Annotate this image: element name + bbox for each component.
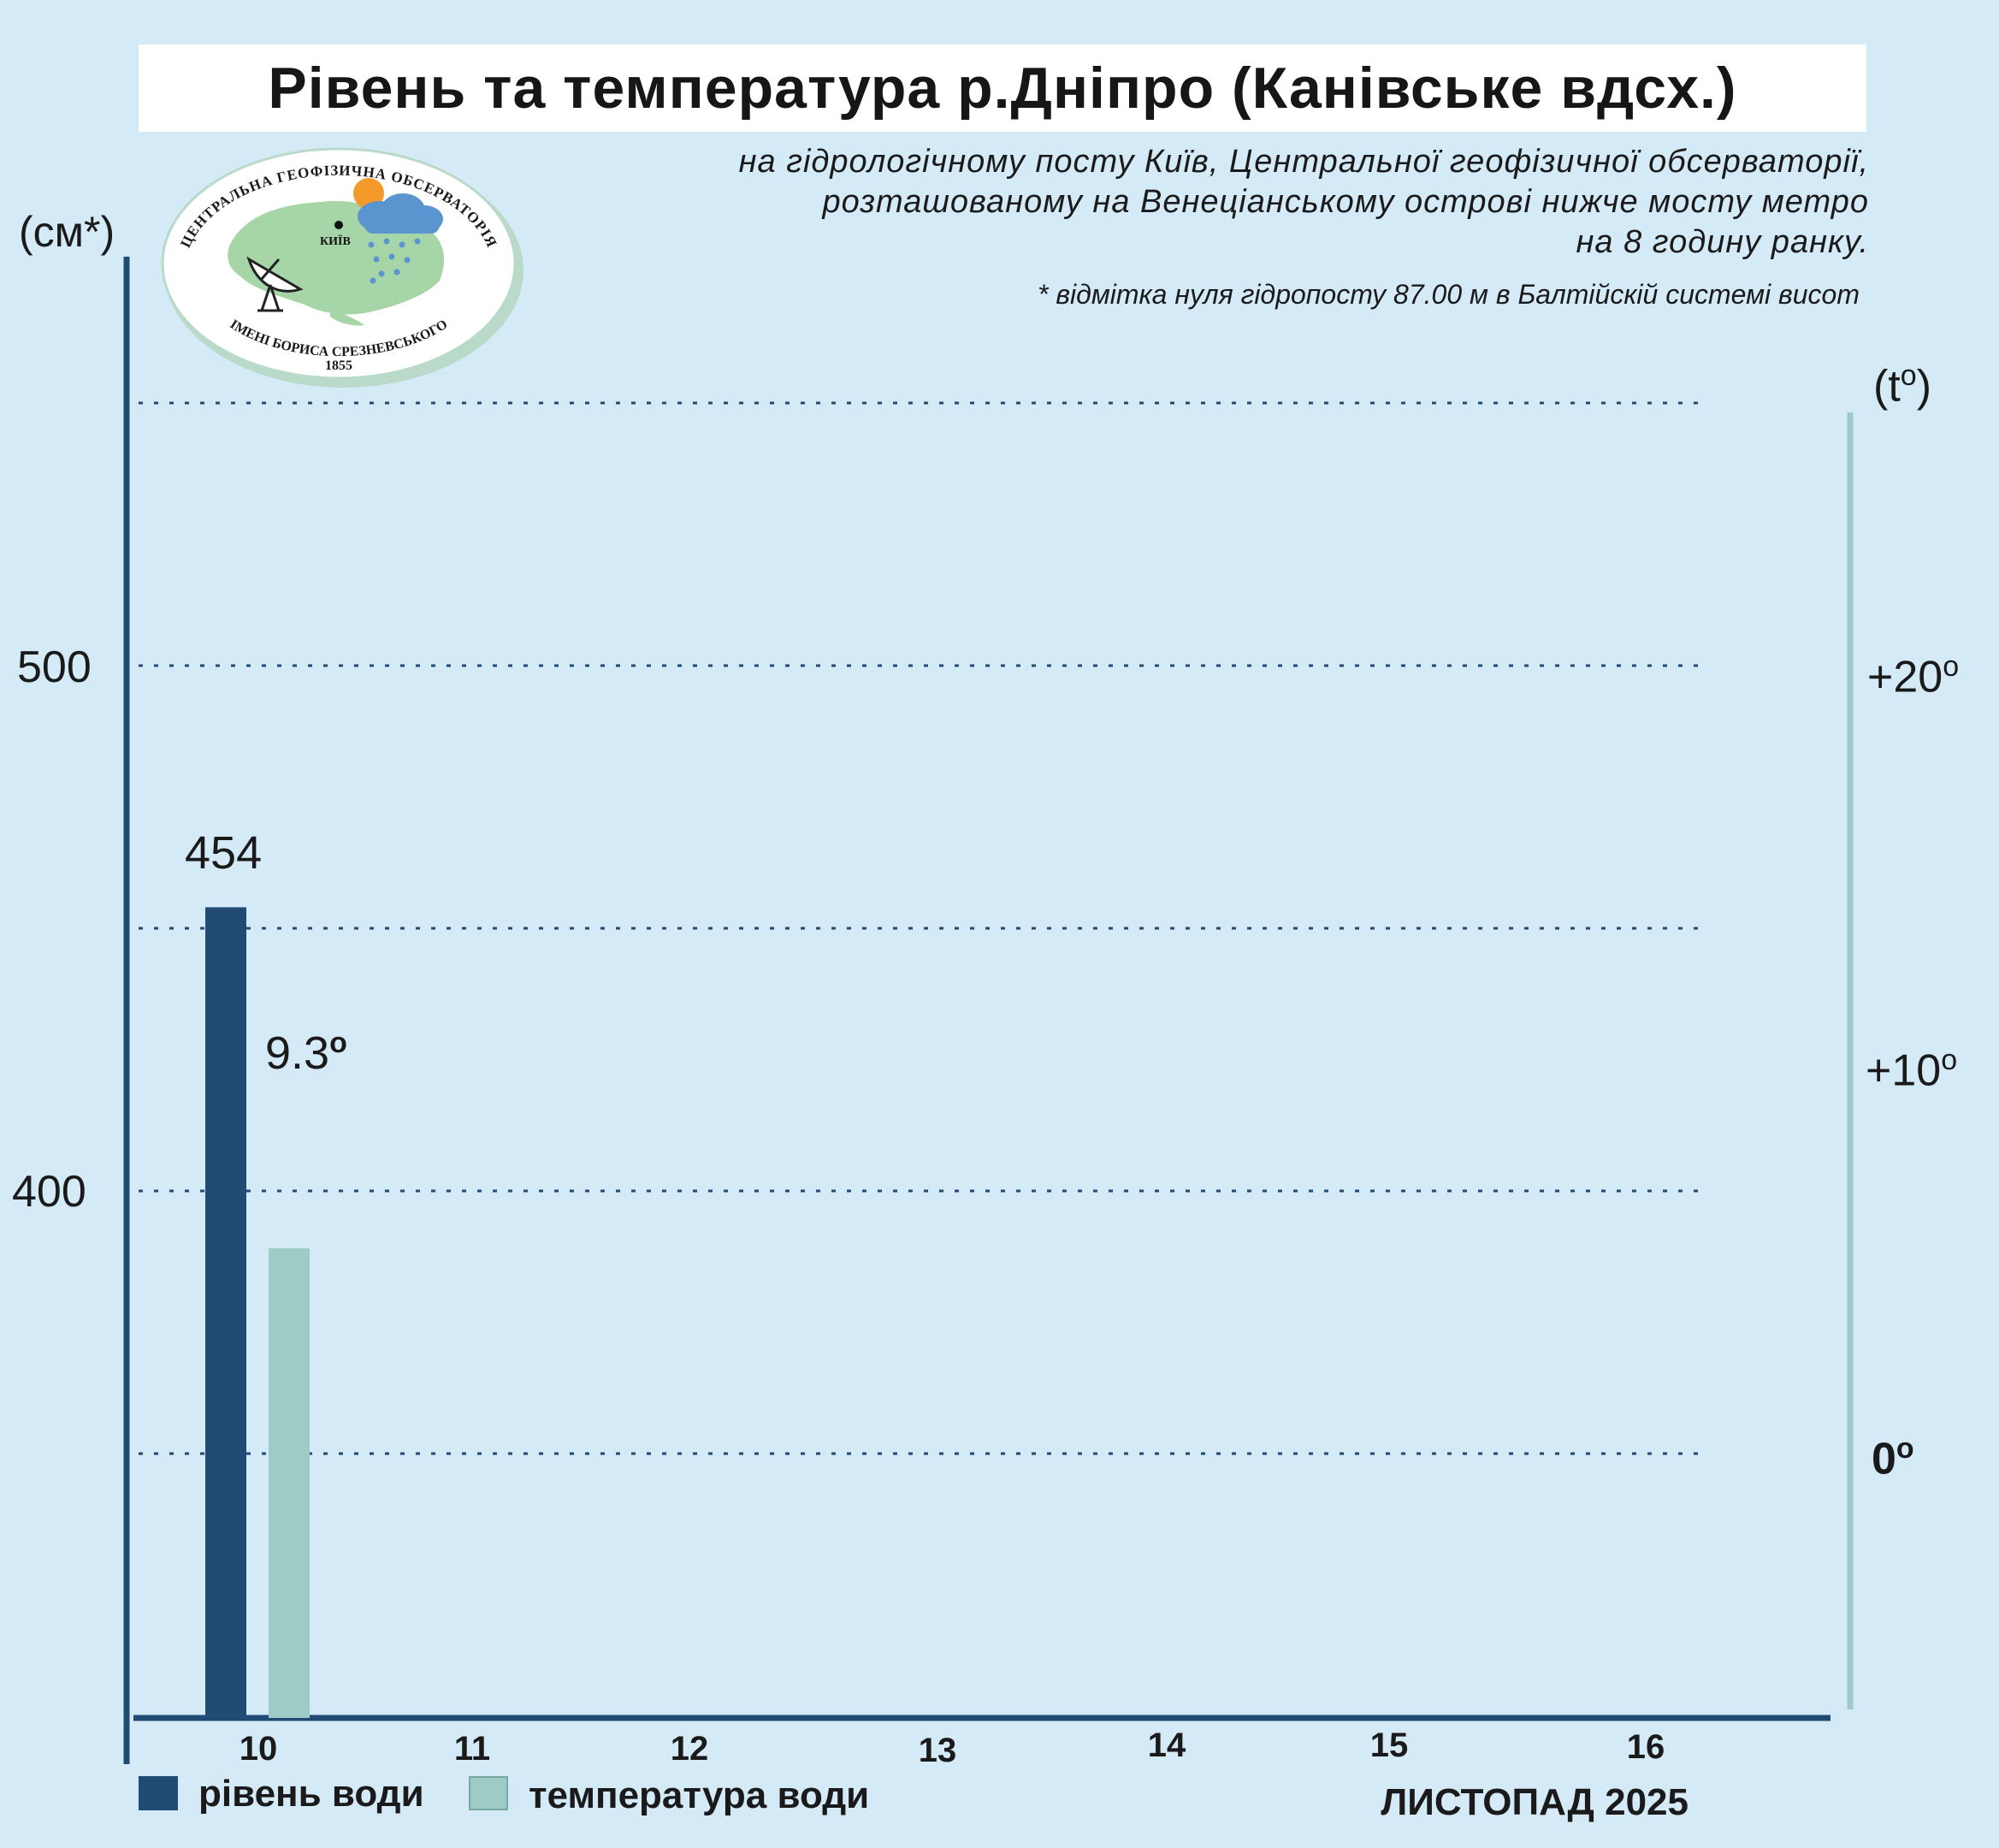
legend-label-temp: температура води [529, 1774, 870, 1816]
subtitle-line-2: розташованому на Венеціанському острові … [822, 184, 1869, 220]
subtitle-line-3: на 8 годину ранку. [1576, 224, 1869, 260]
logo-year: 1855 [325, 358, 352, 373]
right-tick-plus20: +20o [1867, 650, 1960, 702]
legend-swatch-level [139, 1776, 178, 1810]
legend-swatch-temp [469, 1776, 508, 1810]
chart-title: Рівень та температура р.Дніпро (Канівськ… [268, 56, 1737, 121]
right-tick-zero: 0o [1872, 1432, 1914, 1484]
x-tick-11: 11 [453, 1730, 491, 1768]
sun-icon [353, 178, 384, 209]
satellite-dish-icon [246, 256, 304, 312]
bar-level-10 [205, 907, 246, 1718]
data-label-temp: 9.3o [265, 1027, 347, 1079]
left-axis-unit: (см*) [19, 208, 115, 256]
x-tick-16: 16 [1626, 1728, 1665, 1766]
x-tick-14: 14 [1147, 1727, 1186, 1764]
x-tick-15: 15 [1369, 1727, 1409, 1764]
gridlines [139, 401, 1698, 1455]
right-axis-unit: (to) [1873, 359, 1932, 412]
legend-label-level: рівень води [198, 1773, 424, 1815]
cloud-icon [358, 193, 443, 234]
title-box [139, 44, 1866, 132]
observatory-logo: КИЇВ ЦЕНТРАЛЬНА ГЕОФІЗИЧНА ОБСЕРВАТОРІЯ … [161, 147, 523, 388]
left-tick-400: 400 [12, 1167, 86, 1217]
left-tick-500: 500 [17, 643, 92, 692]
month-label: ЛИСТОПАД 2025 [1381, 1781, 1689, 1823]
rain-drops-icon [368, 238, 421, 284]
footnote: * відмітка нуля гідропосту 87.00 м в Бал… [1038, 279, 1860, 310]
data-label-level: 454 [185, 827, 263, 879]
axes [123, 257, 1854, 1764]
subtitle-line-1: на гідрологічному посту Київ, Центрально… [738, 144, 1869, 180]
bar-temp-10 [269, 1248, 310, 1718]
right-tick-plus10: +10o [1866, 1044, 1958, 1096]
x-tick-10: 10 [239, 1730, 278, 1768]
logo-city-label: КИЇВ [320, 234, 351, 248]
x-tick-12: 12 [670, 1730, 709, 1768]
bars [205, 907, 310, 1718]
x-tick-13: 13 [918, 1732, 957, 1769]
